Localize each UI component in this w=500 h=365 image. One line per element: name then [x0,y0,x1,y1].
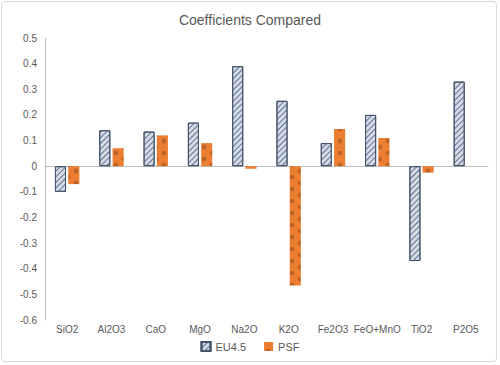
svg-text:Na2O: Na2O [231,324,257,335]
svg-text:0.5: 0.5 [23,33,37,44]
svg-text:P2O5: P2O5 [453,324,479,335]
svg-text:Fe2O3: Fe2O3 [318,324,349,335]
svg-text:-0.3: -0.3 [20,238,38,249]
svg-text:MgO: MgO [189,324,211,335]
svg-text:-0.4: -0.4 [20,263,38,274]
svg-text:0.1: 0.1 [23,135,37,146]
svg-text:CaO: CaO [145,324,166,335]
svg-text:0: 0 [31,161,37,172]
svg-text:0.4: 0.4 [23,58,37,69]
svg-text:EU4.5: EU4.5 [216,341,247,353]
svg-text:Coefficients Compared: Coefficients Compared [179,12,321,28]
svg-text:K2O: K2O [279,324,299,335]
svg-text:Al2O3: Al2O3 [98,324,126,335]
svg-text:0.3: 0.3 [23,84,37,95]
svg-text:-0.5: -0.5 [20,289,38,300]
svg-text:FeO+MnO: FeO+MnO [354,324,401,335]
svg-text:0.2: 0.2 [23,109,37,120]
svg-text:SiO2: SiO2 [56,324,79,335]
svg-text:-0.6: -0.6 [20,315,38,326]
svg-text:TiO2: TiO2 [411,324,433,335]
svg-text:-0.1: -0.1 [20,186,38,197]
svg-text:-0.2: -0.2 [20,212,38,223]
svg-text:PSF: PSF [278,341,300,353]
